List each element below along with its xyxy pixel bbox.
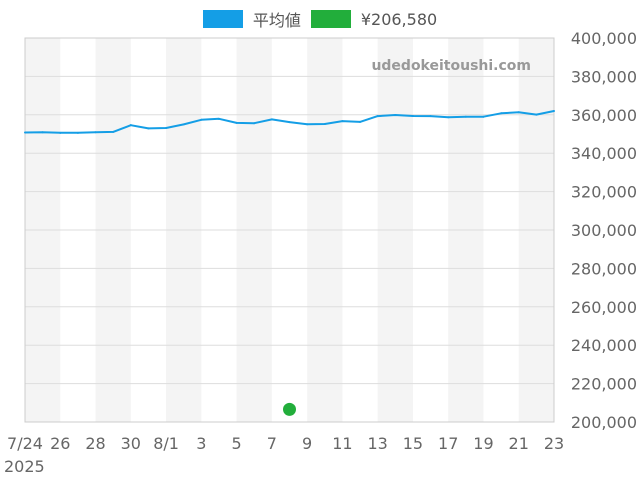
x-tick-label: 17 — [438, 434, 458, 453]
y-tick-label: 320,000 — [571, 183, 637, 202]
series-layer — [24, 109, 555, 416]
average-price-point — [411, 114, 414, 117]
y-tick-label: 300,000 — [571, 221, 637, 240]
legend-swatch-point — [310, 10, 351, 28]
average-price-point — [217, 117, 220, 120]
average-price-point — [553, 109, 555, 112]
average-price-point — [482, 115, 485, 118]
legend-item-average[interactable]: 平均値 — [202, 7, 301, 31]
average-price-point — [235, 121, 238, 124]
plot-border — [24, 37, 555, 423]
watermark-text: udedokeitoushi.com — [371, 58, 531, 74]
average-price-point — [464, 115, 467, 118]
average-price-point — [341, 120, 344, 123]
average-price-point — [112, 130, 115, 133]
y-tick-label: 200,000 — [571, 413, 637, 432]
average-price-point — [270, 118, 273, 121]
y-axis-ticks: 400,000 380,000 360,000 340,000 320,000 300,0… — [571, 29, 637, 432]
chart-legend: 平均値 ¥206,580 — [0, 8, 640, 30]
x-tick-label: 3 — [196, 434, 206, 453]
x-tick-label: 21 — [509, 434, 529, 453]
average-price-point — [76, 131, 79, 134]
average-price-point — [376, 115, 379, 118]
average-price-point — [41, 131, 44, 134]
average-price-point — [200, 118, 203, 121]
average-price-point — [535, 113, 538, 116]
y-tick-label: 380,000 — [571, 67, 637, 86]
average-price-point — [94, 131, 97, 134]
average-price-point — [59, 131, 62, 134]
y-tick-label: 240,000 — [571, 336, 637, 355]
x-tick-label: 26 — [50, 434, 70, 453]
average-price-point — [500, 112, 503, 115]
average-price-point — [129, 124, 132, 127]
x-tick-label: 13 — [367, 434, 387, 453]
x-tick-label: 28 — [85, 434, 105, 453]
listing-price-point — [283, 402, 296, 416]
x-axis-ticks: 7/24 26 28 30 8/1 3 5 7 9 11 13 15 17 19 21 23 — [7, 434, 564, 453]
x-tick-label: 9 — [302, 434, 312, 453]
y-tick-label: 400,000 — [571, 29, 637, 48]
average-price-point — [182, 123, 185, 126]
average-price-point — [447, 116, 450, 119]
average-price-point — [24, 131, 26, 134]
average-price-point — [517, 111, 520, 114]
legend-label-average: 平均値 — [252, 11, 301, 30]
x-axis-year-label: 2025 — [4, 457, 45, 476]
legend-swatch-average — [202, 10, 243, 28]
y-tick-label: 280,000 — [571, 259, 637, 278]
x-tick-label: 8/1 — [153, 434, 179, 453]
x-tick-label: 7/24 — [7, 434, 43, 453]
legend-item-point[interactable]: ¥206,580 — [310, 9, 438, 29]
x-tick-label: 15 — [403, 434, 423, 453]
y-tick-label: 260,000 — [571, 298, 637, 317]
average-price-point — [359, 120, 362, 123]
x-tick-label: 5 — [232, 434, 242, 453]
average-price-point — [288, 121, 291, 124]
y-tick-label: 360,000 — [571, 106, 637, 125]
legend-label-point: ¥206,580 — [360, 9, 438, 29]
average-price-point — [253, 122, 256, 125]
x-tick-label: 23 — [544, 434, 564, 453]
x-tick-label: 7 — [267, 434, 277, 453]
y-tick-label: 340,000 — [571, 144, 637, 163]
x-tick-label: 30 — [121, 434, 141, 453]
average-price-point — [165, 127, 168, 130]
average-price-point — [147, 127, 150, 130]
average-price-point — [306, 123, 309, 126]
average-price-point — [429, 115, 432, 118]
y-tick-label: 220,000 — [571, 375, 637, 394]
x-tick-label: 11 — [332, 434, 352, 453]
average-price-point — [394, 113, 397, 116]
average-price-point — [323, 123, 326, 126]
x-tick-label: 19 — [473, 434, 493, 453]
